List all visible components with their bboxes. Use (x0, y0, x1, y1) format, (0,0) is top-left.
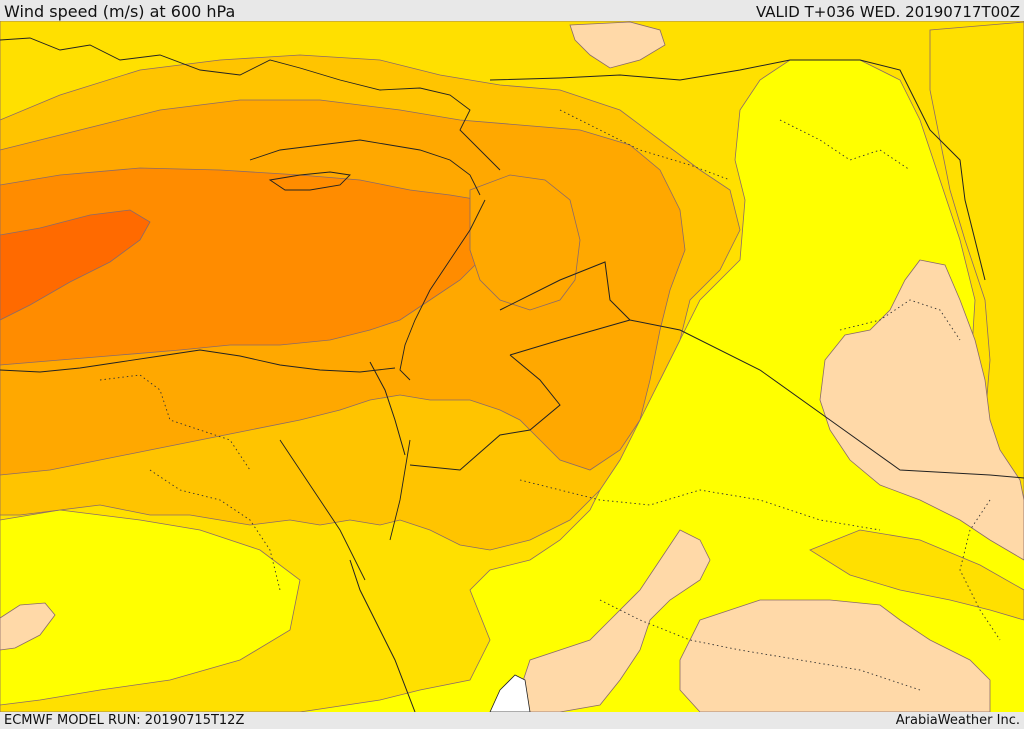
band-level-2-east (929, 21, 1024, 501)
calm-area-southeast (679, 599, 991, 712)
map-title: Wind speed (m/s) at 600 hPa (4, 2, 236, 21)
dotted-boundary-3 (519, 479, 881, 531)
border-saudi-inner (409, 354, 561, 471)
coastline-red-sea-west (279, 439, 366, 581)
band-level-2-se (809, 529, 1024, 621)
border-egypt-east (369, 361, 406, 456)
valid-time: VALID T+036 WED. 20190717T00Z (755, 3, 1020, 21)
border-syria-iraq (489, 59, 986, 281)
coastline-cyprus (268, 171, 351, 191)
band-level-6 (0, 209, 151, 321)
footer-bar: ECMWF MODEL RUN: 20190715T12Z ArabiaWeat… (0, 712, 1024, 729)
calm-area-southwest (0, 602, 56, 651)
border-jordan-iraq (499, 261, 1024, 479)
calm-area-north (569, 21, 666, 69)
coastline-red-sea-east (389, 439, 411, 541)
band-level-2-sw-cut (0, 509, 301, 706)
no-data-patch (489, 674, 531, 712)
coastline-levant (399, 199, 486, 381)
coastline-north-africa (0, 349, 396, 373)
border-jordan-saudi (509, 319, 631, 356)
coastline-turkey-south (249, 139, 481, 196)
border-saudi-yemen (349, 559, 416, 712)
band-level-5-east (469, 174, 581, 311)
model-run: ECMWF MODEL RUN: 20190715T12Z (4, 713, 245, 728)
calm-area-east (819, 259, 1024, 561)
dotted-boundary-6 (149, 469, 281, 591)
coastline-europe (0, 37, 501, 171)
calm-area-south (519, 529, 711, 712)
header-bar: Wind speed (m/s) at 600 hPa VALID T+036 … (0, 0, 1024, 21)
dotted-boundary-8 (959, 499, 1001, 641)
credit: ArabiaWeather Inc. (895, 713, 1020, 728)
dotted-boundary-5 (599, 599, 921, 691)
wind-speed-map (0, 21, 1024, 712)
dotted-boundary-4 (839, 299, 961, 341)
